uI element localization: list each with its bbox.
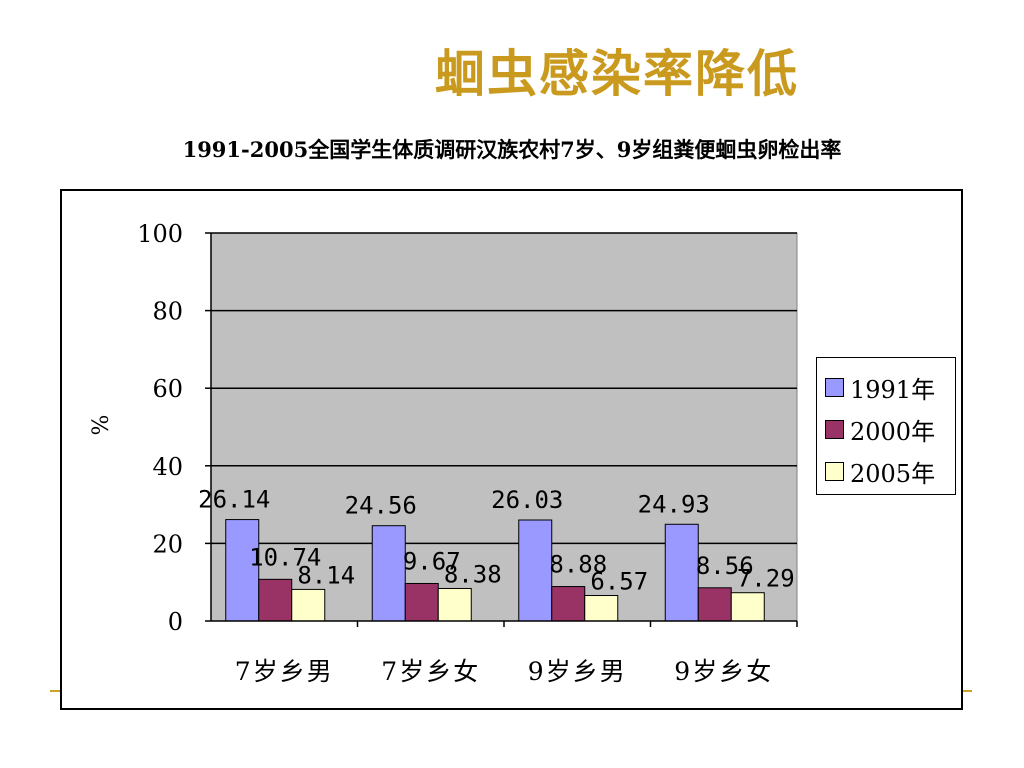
bar	[730, 592, 765, 622]
plot-area	[210, 232, 798, 622]
y-tick-label: 0	[168, 608, 183, 636]
bar	[437, 587, 472, 622]
legend-item-1991: 1991年	[817, 366, 955, 408]
legend-item-2005: 2005年	[817, 450, 955, 492]
legend-label-1991: 1991年	[850, 375, 936, 404]
data-label: 26.03	[491, 486, 563, 514]
bar	[697, 587, 732, 622]
bar	[551, 586, 586, 622]
data-label: 7.29	[737, 565, 795, 593]
data-label: 8.88	[549, 551, 607, 579]
chart-legend: 1991年 2000年 2005年	[816, 357, 956, 495]
data-label: 8.38	[444, 560, 502, 588]
legend-swatch-2000	[825, 419, 844, 439]
data-label: 10.74	[249, 543, 321, 571]
y-tick-label: 80	[152, 298, 183, 326]
data-label: 8.14	[297, 561, 355, 589]
data-label: 9.67	[403, 547, 461, 575]
bar	[225, 519, 260, 622]
y-axis-title: %	[89, 415, 114, 436]
bar	[664, 523, 699, 622]
legend-item-2000: 2000年	[817, 408, 955, 450]
data-label: 24.56	[345, 492, 417, 520]
slide-title: 蛔虫感染率降低	[435, 45, 799, 103]
data-label: 8.56	[696, 552, 754, 580]
bar	[291, 588, 326, 622]
x-category-label: 7岁乡男	[235, 657, 334, 686]
bar	[404, 582, 439, 622]
data-label: 26.14	[198, 486, 270, 514]
data-label: 6.57	[590, 568, 648, 596]
bar	[258, 578, 293, 622]
y-tick-label: 20	[152, 530, 183, 558]
y-tick-label: 40	[152, 453, 183, 481]
bar	[584, 595, 619, 622]
data-label: 24.93	[638, 490, 710, 518]
y-tick-label: 60	[152, 375, 183, 403]
legend-label-2000: 2000年	[850, 417, 936, 446]
bar	[518, 519, 553, 622]
legend-swatch-1991	[825, 377, 844, 397]
chart-subtitle: 1991-2005全国学生体质调研汉族农村7岁、9岁组粪便蛔虫卵检出率	[182, 137, 842, 162]
x-category-label: 7岁乡女	[381, 657, 480, 686]
legend-label-2005: 2005年	[850, 459, 936, 488]
x-category-label: 9岁乡男	[528, 657, 627, 686]
legend-swatch-2005	[825, 461, 844, 481]
bar	[371, 525, 406, 622]
y-tick-label: 100	[137, 220, 183, 248]
x-category-label: 9岁乡女	[674, 657, 773, 686]
